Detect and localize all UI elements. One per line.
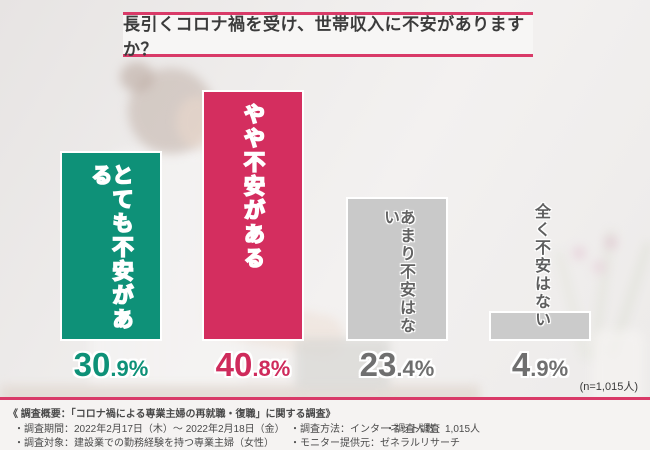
bar-column-very-anxious: とても不安がある 30.9%: [60, 80, 162, 383]
value-label-not-anxious-at-all: 4.9%: [511, 346, 569, 383]
bar-very-anxious: とても不安がある: [60, 151, 162, 341]
bar-label-not-very-anxious: あまり不安はない: [381, 209, 414, 335]
chart-title: 長引くコロナ禍を受け、世帯収入に不安がありますか？: [123, 14, 525, 59]
value-label-very-anxious: 30.9%: [73, 346, 149, 383]
bar-somewhat-anxious: やや不安がある: [202, 90, 304, 341]
bar-not-anxious-at-all: [489, 311, 591, 341]
survey-monitor: ・モニター提供元：ゼネラルリサーチ: [290, 438, 460, 449]
sample-size-note: (n=1,015人): [579, 381, 638, 393]
footer-divider: [0, 397, 650, 400]
chart-title-box: 長引くコロナ禍を受け、世帯収入に不安がありますか？: [123, 12, 533, 59]
survey-period: ・調査期間：2022年2月17日（木）～ 2022年2月18日（金）: [14, 424, 285, 435]
bar-column-not-anxious-at-all: 全く不安はない 4.9%: [489, 80, 591, 383]
survey-target: ・調査対象：建設業での勤務経験を持つ専業主婦（女性）: [14, 438, 274, 449]
value-label-not-very-anxious: 23.4%: [359, 346, 435, 383]
bar-not-very-anxious: あまり不安はない: [346, 197, 448, 341]
bar-label-very-anxious: とても不安がある: [88, 163, 134, 333]
survey-summary: 《 調査概要：「コロナ禍による専業主婦の再就職・復職」に関する調査》: [8, 409, 336, 420]
photo-plant-stem: [590, 230, 614, 360]
bar-column-not-very-anxious: あまり不安はない 23.4%: [346, 80, 448, 383]
photo-plant-stem: [609, 242, 650, 358]
survey-footer: 《 調査概要：「コロナ禍による専業主婦の再就職・復職」に関する調査》 ・調査期間…: [0, 400, 650, 450]
survey-method: ・調査方法：インターネット調査: [290, 424, 440, 435]
bar-column-somewhat-anxious: やや不安がある 40.8%: [202, 80, 304, 383]
bar-label-somewhat-anxious: やや不安がある: [241, 102, 266, 272]
survey-people: ・調査人数：1,015人: [385, 424, 481, 435]
value-label-somewhat-anxious: 40.8%: [215, 346, 291, 383]
bar-label-not-anxious-at-all: 全く不安はない: [532, 203, 549, 329]
